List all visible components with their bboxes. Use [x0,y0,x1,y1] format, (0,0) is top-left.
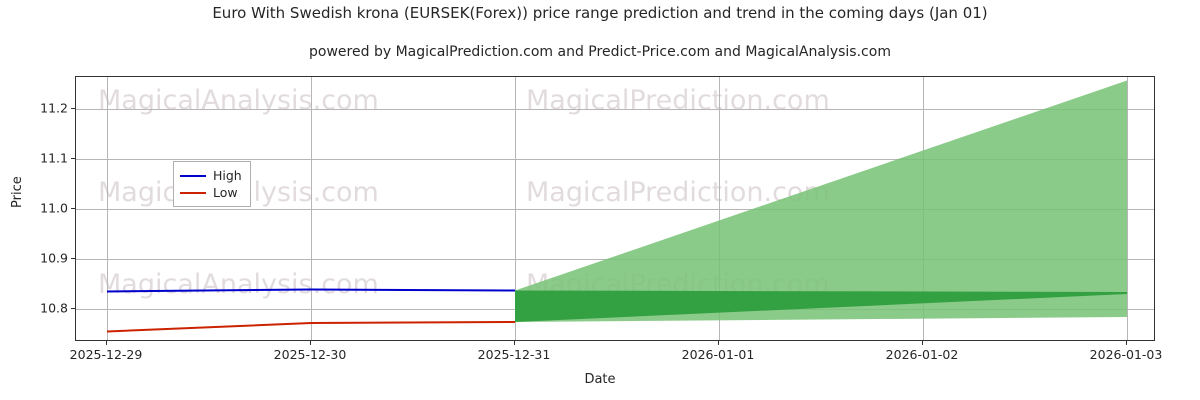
x-tickmark [514,341,515,345]
gridline-vertical [1127,77,1128,340]
y-tick-label: 11.2 [40,100,68,116]
x-tickmark [1126,341,1127,345]
y-axis-label: Price [10,176,25,208]
y-tickmark [71,208,75,209]
legend-label-low: Low [213,185,238,200]
y-tickmark [71,108,75,109]
y-tick-label: 11.0 [40,200,68,216]
gridline-horizontal [76,109,1154,110]
x-tick-label: 2026-01-02 [885,347,959,362]
x-tick-label: 2025-12-30 [273,347,347,362]
x-tickmark [922,341,923,345]
y-tick-label: 10.8 [40,300,68,316]
y-tickmark [71,308,75,309]
legend-item-low: Low [180,184,242,201]
legend-swatch-high [180,174,206,177]
series-line-low [106,321,516,333]
x-tick-label: 2026-01-01 [681,347,755,362]
x-axis-label: Date [584,372,616,387]
x-tickmark [718,341,719,345]
gridline-vertical [515,77,516,340]
x-tickmark [106,341,107,345]
x-tick-label: 2026-01-03 [1089,347,1163,362]
chart-title: Euro With Swedish krona (EURSEK(Forex)) … [212,4,988,22]
gridline-horizontal [76,159,1154,160]
gridline-horizontal [76,209,1154,210]
y-tickmark [71,158,75,159]
gridline-vertical [311,77,312,340]
y-tick-label: 11.1 [40,150,68,166]
chart-legend: High Low [173,161,251,207]
chart-subtitle: powered by MagicalPrediction.com and Pre… [309,44,891,60]
legend-swatch-low [180,191,206,194]
x-tick-label: 2025-12-29 [69,347,143,362]
x-tick-label: 2025-12-31 [477,347,551,362]
gridline-vertical [107,77,108,340]
legend-label-high: High [213,168,242,183]
plot-area: MagicalAnalysis.com MagicalPrediction.co… [75,76,1155,341]
x-tickmark [310,341,311,345]
series-line-high [106,288,516,293]
forecast-trend-band [515,290,1127,322]
gridline-vertical [719,77,720,340]
series-layer [106,80,1127,333]
y-tickmark [71,258,75,259]
forecast-range-band [515,80,1127,322]
y-tick-label: 10.9 [40,250,68,266]
legend-item-high: High [180,167,242,184]
